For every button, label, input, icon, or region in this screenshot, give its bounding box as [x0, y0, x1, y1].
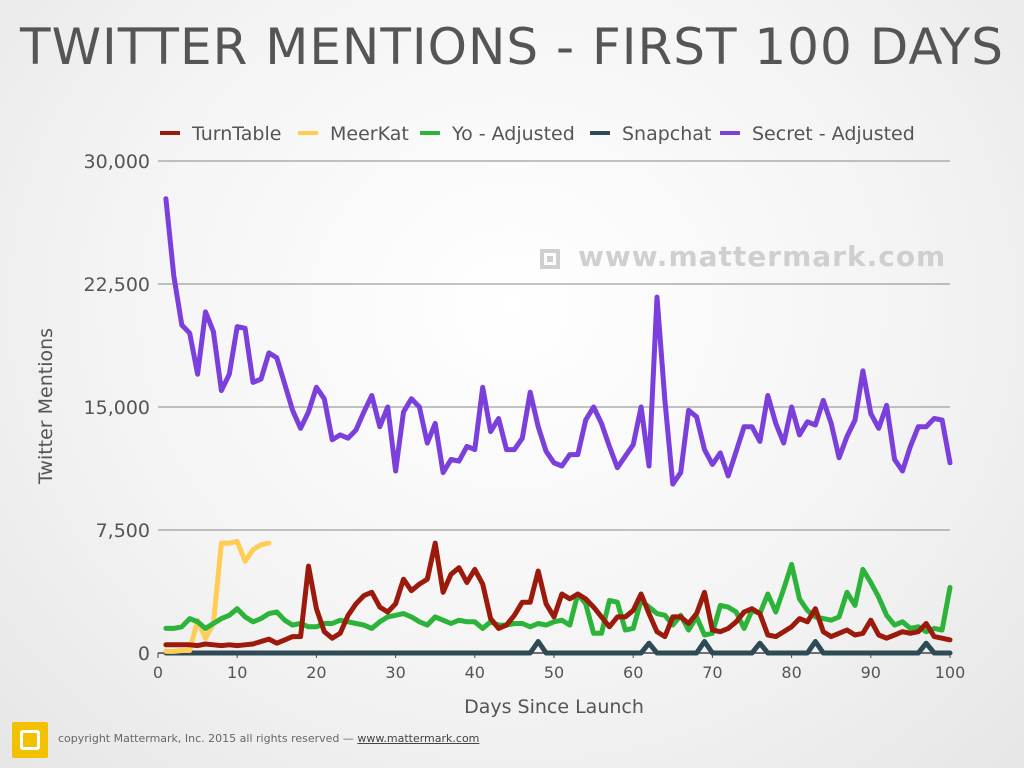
legend-label: Secret - Adjusted [752, 123, 915, 145]
y-tick-label: 30,000 [84, 151, 150, 173]
x-tick-label: 30 [385, 663, 405, 682]
mattermark-logo-icon [12, 722, 48, 758]
legend-label: Snapchat [622, 123, 711, 145]
y-tick-label: 7,500 [96, 520, 150, 542]
x-tick-label: 80 [781, 663, 801, 682]
x-tick-label: 70 [702, 663, 722, 682]
mattermark-square-icon [540, 249, 560, 269]
y-axis-label: Twitter Mentions [35, 328, 57, 485]
watermark-text: www.mattermark.com [578, 240, 947, 273]
chart-title: TWITTER MENTIONS - FIRST 100 DAYS [20, 18, 1004, 76]
legend: TurnTable MeerKat Yo - Adjusted Snapchat Sec… [160, 123, 915, 145]
x-tick-label: 100 [935, 663, 966, 682]
series-line-secret-adjusted [163, 196, 953, 487]
grid-lines [158, 160, 950, 654]
axes: 0 7,500 15,000 22,500 30,000 0 10 20 30 40 50 60 70 8… [84, 151, 966, 682]
series-line-snapchat [163, 639, 953, 656]
series-line-turntable [163, 540, 953, 649]
y-tick-label: 15,000 [84, 397, 150, 419]
legend-label: TurnTable [191, 123, 281, 145]
x-tick-label: 90 [861, 663, 881, 682]
x-tick-label: 40 [465, 663, 485, 682]
y-tick-label: 0 [138, 643, 150, 665]
x-axis-label: Days Since Launch [464, 696, 644, 718]
footer: copyright Mattermark, Inc. 2015 all righ… [0, 718, 1024, 768]
x-tick-label: 20 [306, 663, 326, 682]
x-tick-label: 10 [227, 663, 247, 682]
series-line-meerkat [163, 539, 272, 654]
x-tick-label: 60 [623, 663, 643, 682]
y-tick-label: 22,500 [84, 274, 150, 296]
footer-link[interactable]: www.mattermark.com [357, 732, 480, 745]
watermark: www.mattermark.com [540, 240, 946, 280]
legend-label: Yo - Adjusted [451, 123, 575, 145]
legend-label: MeerKat [330, 123, 409, 145]
copyright-label: copyright Mattermark, Inc. 2015 all righ… [58, 732, 358, 745]
x-tick-label: 0 [153, 663, 163, 682]
copyright-text: copyright Mattermark, Inc. 2015 all righ… [58, 732, 479, 745]
x-tick-label: 50 [544, 663, 564, 682]
series-lines [163, 196, 953, 656]
